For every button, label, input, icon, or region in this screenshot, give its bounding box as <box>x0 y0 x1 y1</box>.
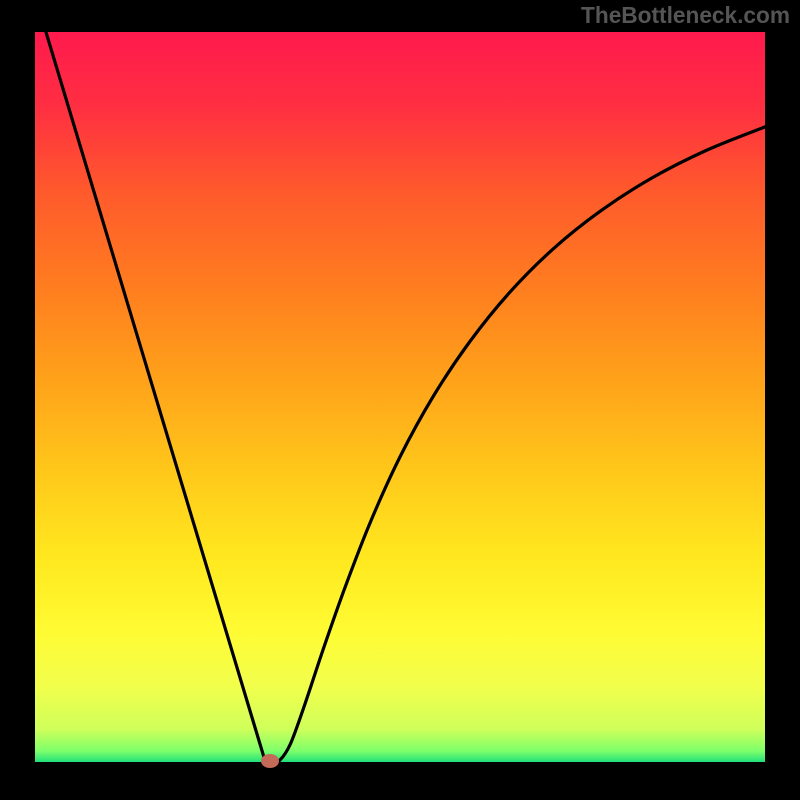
plot-area <box>35 32 765 762</box>
curve-path <box>46 32 765 762</box>
optimal-point-marker <box>261 754 279 768</box>
watermark-text: TheBottleneck.com <box>581 2 790 29</box>
chart-container: TheBottleneck.com <box>0 0 800 800</box>
bottleneck-curve <box>35 32 765 762</box>
